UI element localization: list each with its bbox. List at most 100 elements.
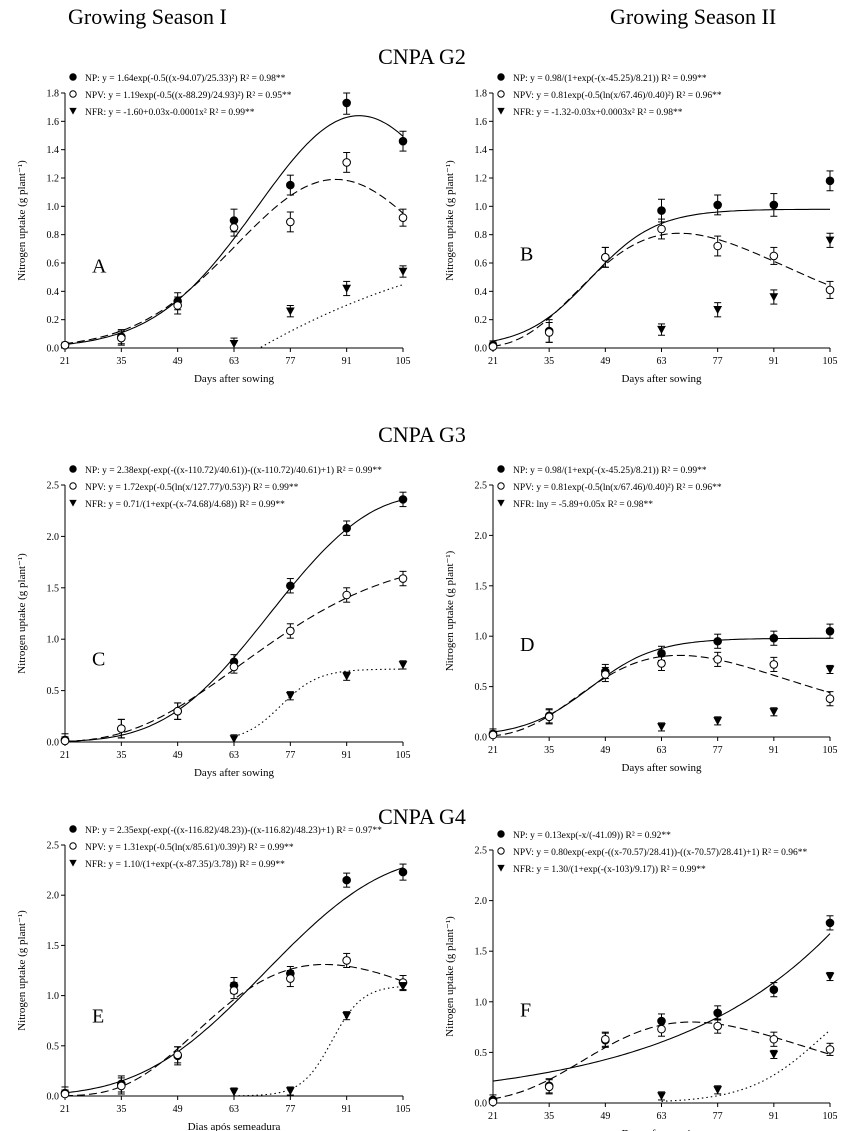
legend-equation: NFR: lny = -5.89+0.05x R² = 0.98**	[513, 500, 653, 510]
panel-letter: F	[520, 1000, 531, 1022]
legend-marker	[69, 90, 77, 98]
x-tick-label: 63	[229, 356, 239, 367]
y-tick-label: 1.2	[47, 174, 60, 185]
data-point-np	[713, 1008, 722, 1018]
y-tick-label: 2.5	[47, 481, 60, 492]
x-tick-label: 35	[544, 356, 554, 367]
data-point-npv	[117, 333, 126, 343]
y-tick-label: 0.5	[47, 1041, 60, 1052]
legend-equation: NFR: y = 1.10/(1+exp(-(x-87.35)/3.78)) R…	[85, 859, 285, 870]
chart-panel-a: 0.0 0.2 0.4 0.6 0.8 1.0 1.2 1.4 1.6 1.8 21 35 49 63 77…	[16, 73, 411, 385]
y-axis-label: Nitrogen uptake (g plant⁻¹)	[444, 550, 456, 671]
data-point-npv	[488, 730, 498, 740]
data-point-nfr	[285, 1087, 295, 1096]
x-tick-label: 91	[342, 750, 352, 761]
y-tick-label: 1.8	[47, 89, 60, 100]
data-point-nfr	[825, 236, 835, 245]
data-point-nfr	[342, 1011, 352, 1021]
data-point-npv	[286, 217, 295, 227]
x-tick-label: 63	[657, 356, 667, 367]
y-axis-label: Nitrogen uptake (g plant⁻¹)	[444, 916, 456, 1037]
x-tick-label: 35	[116, 750, 126, 761]
y-tick-label: 0.0	[475, 344, 488, 355]
x-tick-label: 63	[229, 750, 239, 761]
data-point-nfr	[342, 284, 352, 293]
y-tick-label: 0.4	[475, 287, 488, 298]
data-point-nfr	[825, 665, 835, 674]
y-tick-label: 0.2	[475, 315, 488, 326]
x-tick-label: 105	[823, 1111, 838, 1122]
y-tick-label: 2.5	[475, 846, 488, 857]
data-point-nfr	[398, 661, 408, 670]
data-point-npv	[657, 1024, 666, 1034]
data-point-np	[713, 636, 722, 646]
legend-marker	[497, 499, 505, 507]
data-point-np	[825, 626, 835, 636]
x-tick-label: 35	[116, 356, 126, 367]
legend-equation: NFR: y = -1.32-0.03x+0.0003x² R² = 0.98*…	[513, 108, 683, 118]
data-point-np	[286, 180, 295, 190]
legend-marker	[69, 859, 77, 867]
x-tick-label: 105	[823, 745, 838, 756]
chart-panel-e: 0.0 0.5 1.0 1.5 2.0 2.5 21 35 49 63 77 91 105 Dias ap…	[16, 825, 411, 1131]
fit-curve-np	[492, 933, 831, 1082]
data-point-np	[342, 875, 351, 885]
y-tick-label: 1.0	[47, 202, 60, 213]
data-point-npv	[229, 223, 239, 232]
x-tick-label: 35	[544, 745, 554, 756]
fit-curve-nfr	[661, 1029, 831, 1102]
x-tick-label: 21	[60, 750, 70, 761]
y-tick-label: 2.0	[475, 896, 488, 907]
data-point-npv	[342, 158, 351, 167]
y-tick-label: 1.0	[475, 202, 488, 213]
legend-equation: NP: y = 2.35exp(-exp(-((x-116.82)/48.23)…	[85, 825, 382, 836]
x-tick-label: 91	[769, 745, 779, 756]
x-tick-label: 105	[396, 356, 411, 367]
data-point-npv	[173, 1050, 182, 1060]
y-axis-label: Nitrogen uptake (g plant⁻¹)	[444, 160, 456, 281]
chart-panel-d: 0.0 0.5 1.0 1.5 2.0 2.5 21 35 49 63 77 91 105 Days af…	[444, 465, 838, 774]
y-tick-label: 0.8	[47, 230, 60, 241]
data-point-nfr	[229, 735, 239, 744]
y-tick-label: 0.5	[475, 1048, 488, 1059]
y-tick-label: 1.0	[475, 632, 488, 643]
data-point-npv	[342, 590, 351, 600]
data-point-npv	[398, 574, 408, 583]
data-point-npv	[173, 301, 182, 310]
chart-panel-b: 0.0 0.2 0.4 0.6 0.8 1.0 1.2 1.4 1.6 1.8 21 35 49 63 77…	[444, 73, 838, 385]
legend-equation: NP: y = 1.64exp(-0.5((x-94.07)/25.33)²) …	[85, 73, 286, 84]
y-tick-label: 1.5	[47, 583, 60, 594]
x-axis-label: Days after sowing	[621, 762, 702, 774]
panel-letter: C	[92, 649, 105, 671]
data-point-nfr	[769, 293, 779, 302]
season-2-header: Growing Season II	[610, 4, 777, 29]
group-title-g2: CNPA G2	[378, 44, 466, 69]
data-point-npv	[769, 660, 779, 669]
data-point-npv	[601, 253, 610, 262]
data-point-npv	[825, 694, 835, 703]
legend-marker	[497, 864, 505, 872]
legend-equation: NPV: y = 0.80exp(-exp(-((x-70.57)/28.41)…	[513, 847, 807, 858]
y-axis-label: Nitrogen uptake (g plant⁻¹)	[16, 910, 28, 1031]
legend-marker	[69, 107, 77, 115]
data-point-np	[286, 581, 295, 591]
data-point-np	[398, 867, 408, 877]
y-tick-label: 0.6	[475, 259, 488, 270]
x-tick-label: 49	[600, 356, 610, 367]
legend-marker	[497, 465, 505, 473]
y-tick-label: 1.5	[475, 581, 488, 592]
fit-curve-nfr	[233, 668, 403, 737]
data-point-np	[342, 523, 351, 533]
legend-equation: NFR: y = -1.60+0.03x-0.0001x² R² = 0.99*…	[85, 108, 255, 118]
data-point-np	[769, 633, 779, 643]
y-tick-label: 1.4	[475, 145, 488, 156]
y-tick-label: 2.0	[47, 891, 60, 902]
panel-letter: E	[92, 1006, 104, 1028]
data-point-npv	[544, 712, 554, 722]
data-point-npv	[398, 213, 408, 222]
x-tick-label: 105	[396, 750, 411, 761]
data-point-npv	[60, 340, 70, 350]
x-tick-label: 63	[657, 745, 667, 756]
x-tick-label: 77	[713, 1111, 723, 1122]
